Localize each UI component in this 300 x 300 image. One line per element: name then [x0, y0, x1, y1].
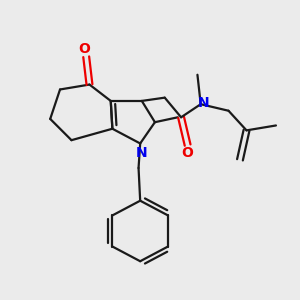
Text: N: N [136, 146, 148, 160]
Text: O: O [182, 146, 194, 160]
Text: O: O [79, 42, 91, 56]
Text: N: N [198, 96, 210, 110]
